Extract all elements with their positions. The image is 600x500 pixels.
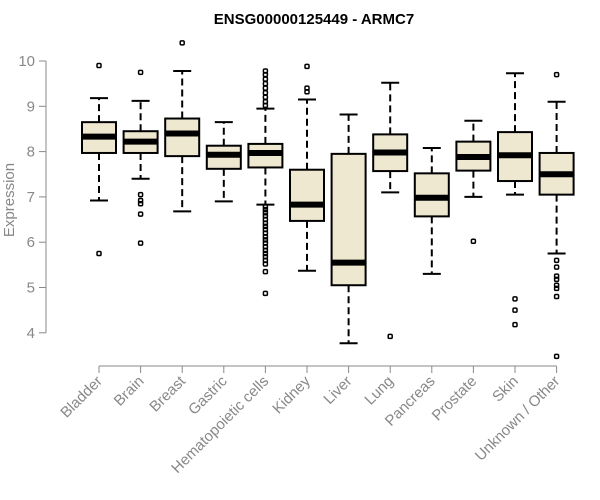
box-group	[289, 63, 325, 272]
box-group	[372, 81, 409, 340]
outlier-point	[553, 264, 560, 270]
x-tick-label: Prostate	[429, 373, 481, 425]
box-group	[455, 119, 492, 245]
chart-title: ENSG00000125449 - ARMC7	[214, 11, 414, 28]
boxes	[81, 40, 575, 360]
outlier-point	[137, 200, 144, 207]
x-tick-label: Bladder	[57, 373, 106, 422]
outlier-point	[137, 240, 144, 246]
outlier-point	[262, 247, 269, 254]
outlier-point	[262, 85, 269, 91]
outlier-point	[262, 237, 269, 243]
outlier-point	[470, 238, 477, 245]
y-tick-label: 10	[18, 53, 35, 70]
outlier-point	[137, 191, 144, 198]
outlier-point	[262, 290, 269, 297]
box-group	[164, 40, 201, 213]
outlier-point	[512, 296, 518, 302]
outlier-point	[262, 94, 269, 100]
outlier-point	[553, 353, 560, 360]
box-group	[81, 62, 117, 257]
outlier-point	[262, 250, 269, 257]
y-axis: 4 5 6 7 8 9 10	[18, 53, 47, 342]
x-tick-label: Skin	[489, 373, 522, 406]
outlier-point	[262, 204, 269, 210]
box-group	[413, 146, 450, 275]
box-group	[205, 121, 242, 203]
outlier-point	[262, 71, 269, 78]
outlier-point	[553, 273, 560, 279]
outlier-point	[553, 285, 560, 292]
iqr-box	[289, 168, 325, 222]
outlier-point	[553, 71, 560, 78]
outlier-point	[262, 220, 269, 226]
outlier-point	[553, 276, 560, 283]
x-tick-label: Breast	[146, 372, 189, 415]
outlier-point	[179, 40, 185, 46]
outlier-point	[262, 268, 269, 275]
outlier-point	[137, 197, 144, 204]
outlier-point	[262, 102, 269, 109]
iqr-box	[164, 117, 201, 158]
outlier-point	[553, 293, 560, 300]
outlier-point	[262, 89, 269, 96]
outlier-point	[137, 69, 144, 76]
outlier-point	[96, 62, 102, 69]
outlier-point	[262, 76, 269, 82]
y-tick-label: 8	[27, 144, 35, 161]
box-group	[122, 69, 159, 246]
y-tick-label: 4	[27, 325, 35, 342]
y-tick-label: 5	[27, 280, 35, 297]
outlier-point	[137, 211, 144, 217]
outlier-point	[262, 210, 269, 216]
y-tick-label: 6	[27, 234, 35, 251]
outlier-point	[262, 223, 269, 230]
box-group	[538, 71, 575, 360]
box-group	[330, 113, 367, 345]
x-tick-label: Lung	[361, 373, 397, 409]
outlier-point	[262, 234, 269, 240]
outlier-point	[262, 206, 269, 213]
x-tick-label: Liver	[320, 373, 355, 408]
outlier-point	[304, 89, 310, 95]
outlier-point	[304, 63, 310, 70]
x-tick-label: Brain	[111, 373, 148, 410]
box-group	[497, 72, 533, 328]
outlier-point	[262, 261, 269, 267]
outlier-point	[96, 250, 102, 257]
y-tick-label: 9	[27, 98, 35, 115]
outlier-point	[387, 333, 393, 340]
box-group	[247, 68, 284, 297]
y-tick-label: 7	[27, 189, 35, 206]
outlier-point	[512, 307, 518, 313]
x-tick-label: Kidney	[269, 372, 314, 417]
outlier-point	[262, 80, 269, 87]
outlier-point	[512, 321, 518, 328]
outlier-point	[553, 282, 560, 288]
y-axis-label: Expression	[1, 163, 18, 237]
outlier-point	[553, 257, 560, 264]
